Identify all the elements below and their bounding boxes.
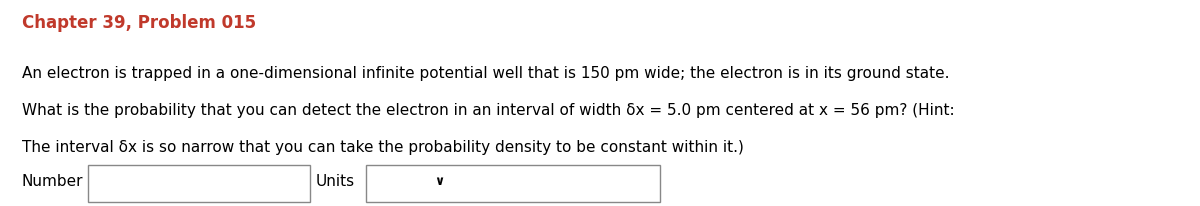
Text: An electron is trapped in a one-dimensional infinite potential well that is 150 : An electron is trapped in a one-dimensio… xyxy=(22,66,949,81)
FancyBboxPatch shape xyxy=(366,165,660,202)
Text: The interval δx is so narrow that you can take the probability density to be con: The interval δx is so narrow that you ca… xyxy=(22,140,744,155)
Text: Number: Number xyxy=(22,174,83,189)
Text: What is the probability that you can detect the electron in an interval of width: What is the probability that you can det… xyxy=(22,103,954,118)
Text: ∨: ∨ xyxy=(434,175,444,188)
Text: Units: Units xyxy=(316,174,355,189)
FancyBboxPatch shape xyxy=(88,165,310,202)
Text: Chapter 39, Problem 015: Chapter 39, Problem 015 xyxy=(22,14,256,32)
